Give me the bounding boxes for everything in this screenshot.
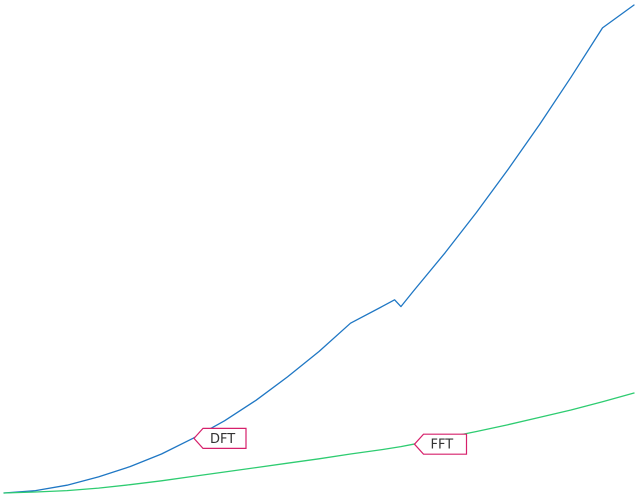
series-line-fft	[3, 392, 635, 494]
series-labels: DFT FFT	[193, 427, 468, 455]
series-label-text: FFT	[431, 438, 454, 453]
series-label-dft: DFT	[193, 427, 247, 449]
series-label-tag	[193, 427, 247, 449]
series-line-dft	[3, 4, 635, 494]
series-label-fft: FFT	[413, 433, 468, 455]
series-label-tag	[413, 433, 468, 455]
series-lines	[3, 4, 635, 494]
series-label-text: DFT	[210, 432, 235, 447]
